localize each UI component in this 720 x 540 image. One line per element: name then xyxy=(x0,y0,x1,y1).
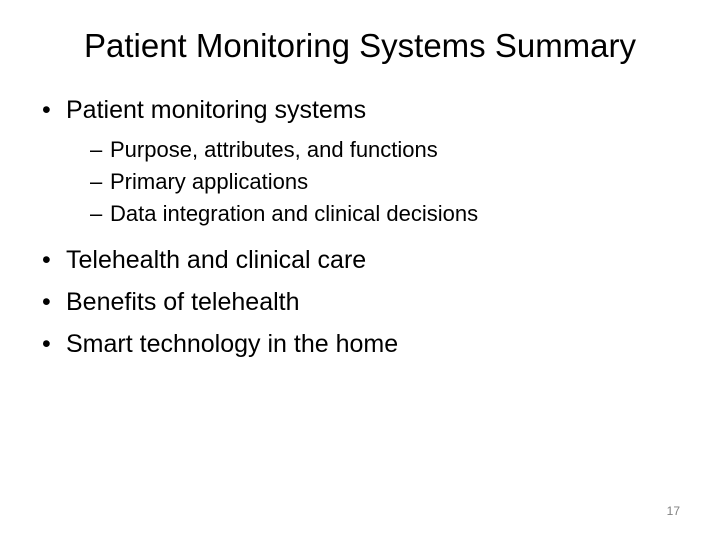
bullet-level2: – Purpose, attributes, and functions xyxy=(40,135,680,165)
bullet-level1: • Patient monitoring systems xyxy=(40,94,680,128)
bullet-text: Patient monitoring systems xyxy=(66,94,366,128)
slide: Patient Monitoring Systems Summary • Pat… xyxy=(0,0,720,540)
bullet-level1: • Telehealth and clinical care xyxy=(40,244,680,278)
bullet-marker-l1: • xyxy=(40,94,66,128)
bullet-level1: • Benefits of telehealth xyxy=(40,286,680,320)
bullet-text: Purpose, attributes, and functions xyxy=(110,135,438,165)
page-number: 17 xyxy=(667,504,680,518)
bullet-text: Telehealth and clinical care xyxy=(66,244,366,278)
bullet-text: Benefits of telehealth xyxy=(66,286,300,320)
bullet-marker-l2: – xyxy=(90,167,110,197)
bullet-level1: • Smart technology in the home xyxy=(40,328,680,362)
bullet-level2: – Primary applications xyxy=(40,167,680,197)
bullet-marker-l1: • xyxy=(40,244,66,278)
bullet-marker-l1: • xyxy=(40,328,66,362)
slide-title: Patient Monitoring Systems Summary xyxy=(40,26,680,66)
sub-bullet-group: – Purpose, attributes, and functions – P… xyxy=(40,135,680,228)
bullet-marker-l2: – xyxy=(90,135,110,165)
bullet-text: Smart technology in the home xyxy=(66,328,398,362)
bullet-text: Data integration and clinical decisions xyxy=(110,199,478,229)
bullet-level2: – Data integration and clinical decision… xyxy=(40,199,680,229)
bullet-marker-l2: – xyxy=(90,199,110,229)
content-area: • Patient monitoring systems – Purpose, … xyxy=(40,94,680,362)
bullet-text: Primary applications xyxy=(110,167,308,197)
bullet-marker-l1: • xyxy=(40,286,66,320)
